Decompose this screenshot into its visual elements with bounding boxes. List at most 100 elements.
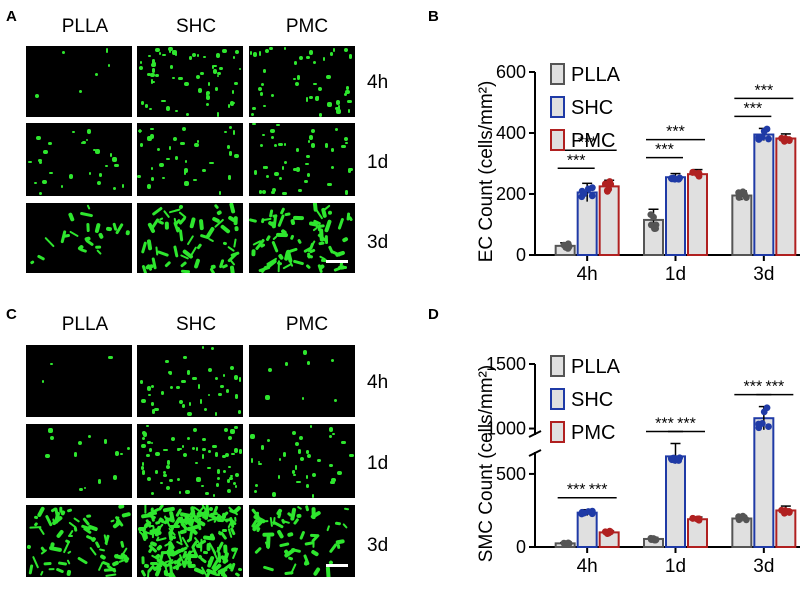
cell-dot <box>163 448 169 451</box>
significance-label: *** <box>589 482 608 499</box>
cell-dot <box>345 90 350 94</box>
data-point-pmc <box>607 180 615 188</box>
cell-dot <box>231 90 235 94</box>
row-label-3d: 3d <box>367 535 389 556</box>
cell-dot <box>181 445 185 449</box>
cell-dot <box>227 175 231 180</box>
cell-dot <box>34 93 39 99</box>
cell-dot <box>271 235 278 241</box>
cell-dot <box>251 113 254 116</box>
cell-dot <box>230 474 234 478</box>
cell-dot <box>296 238 302 245</box>
cell-dot <box>139 60 143 65</box>
column-label-plla: PLLA <box>61 314 109 335</box>
cell-dot <box>279 542 290 548</box>
panel-letter-a: A <box>6 8 17 25</box>
cell-dot <box>318 113 322 117</box>
cell-dot <box>206 95 211 101</box>
cell-dot <box>310 143 315 148</box>
cell-dot <box>174 109 178 113</box>
cell-dot <box>169 525 181 529</box>
cell-dot <box>310 425 313 429</box>
cell-dot <box>66 549 72 554</box>
cell-dot <box>344 136 349 141</box>
cell-dot <box>324 204 331 211</box>
cell-dot <box>107 356 113 359</box>
cell-dot <box>311 128 315 133</box>
cell-dot <box>281 518 286 524</box>
cell-dot <box>229 365 235 371</box>
cell-dot <box>214 377 219 381</box>
row-label-1d: 1d <box>367 152 389 173</box>
cell-dot <box>294 441 299 447</box>
cell-dot <box>216 74 220 78</box>
cell-dot <box>213 203 220 210</box>
cell-dot <box>264 166 268 169</box>
cell-dot <box>181 126 187 131</box>
cell-dot <box>328 210 333 216</box>
cell-dot <box>222 48 227 53</box>
cell-dot <box>64 538 71 545</box>
cell-dot <box>293 78 297 81</box>
cell-dot <box>50 363 54 366</box>
cell-dot <box>98 548 106 553</box>
cell-dot <box>222 469 226 473</box>
cell-dot <box>140 466 144 471</box>
cell-dot <box>146 238 153 251</box>
bar-shc-1d <box>665 455 686 548</box>
cell-dot <box>216 482 219 488</box>
cell-dot <box>80 141 84 145</box>
cell-dot <box>56 529 65 539</box>
data-point-plla <box>564 540 572 548</box>
cell-dot <box>35 136 41 140</box>
cell-dot <box>304 163 309 166</box>
cell-dot <box>188 55 193 60</box>
significance-label: *** <box>743 100 762 117</box>
cell-dot <box>211 65 215 70</box>
cell-dot <box>270 191 276 194</box>
cell-dot <box>234 517 238 522</box>
cell-dot <box>152 409 155 414</box>
cell-dot <box>337 217 345 230</box>
scale-bar <box>326 260 348 263</box>
x-tick-label: 3d <box>753 264 774 285</box>
cell-dot <box>272 214 278 218</box>
cell-dot <box>107 64 110 68</box>
cell-dot <box>79 211 93 217</box>
cell-dot <box>325 524 330 532</box>
data-point-plla <box>650 213 657 221</box>
cell-dot <box>252 106 257 111</box>
cell-dot <box>147 476 151 482</box>
cell-dot <box>258 266 271 273</box>
cell-dot <box>212 493 215 497</box>
significance-label: *** <box>655 416 674 433</box>
cell-dot <box>137 527 146 531</box>
cell-dot <box>125 230 131 237</box>
legend-swatch-pmc <box>550 129 565 151</box>
bar-pmc-4h <box>598 185 620 256</box>
cell-dot <box>156 147 161 152</box>
cell-dot <box>259 50 262 56</box>
column-label-plla: PLLA <box>61 16 109 37</box>
bar-pmc-1d <box>687 518 708 549</box>
cell-dot <box>278 177 283 180</box>
data-point-shc <box>667 455 675 463</box>
cell-dot <box>28 564 34 575</box>
cell-dot <box>160 391 164 395</box>
micrograph-pmc-1d <box>249 123 355 196</box>
cell-dot <box>115 451 120 457</box>
data-point-pmc <box>694 515 702 523</box>
cell-dot <box>345 190 348 195</box>
cell-dot <box>308 221 319 227</box>
cell-dot <box>223 427 228 432</box>
data-point-pmc <box>607 528 615 536</box>
cell-dot <box>323 57 326 62</box>
cell-dot <box>334 521 342 526</box>
cell-dot <box>38 527 46 537</box>
cell-dot <box>329 464 333 468</box>
cell-dot <box>269 47 274 50</box>
cell-dot <box>263 105 267 108</box>
cell-dot <box>261 532 275 537</box>
cell-dot <box>254 170 258 176</box>
cell-dot <box>223 241 228 246</box>
